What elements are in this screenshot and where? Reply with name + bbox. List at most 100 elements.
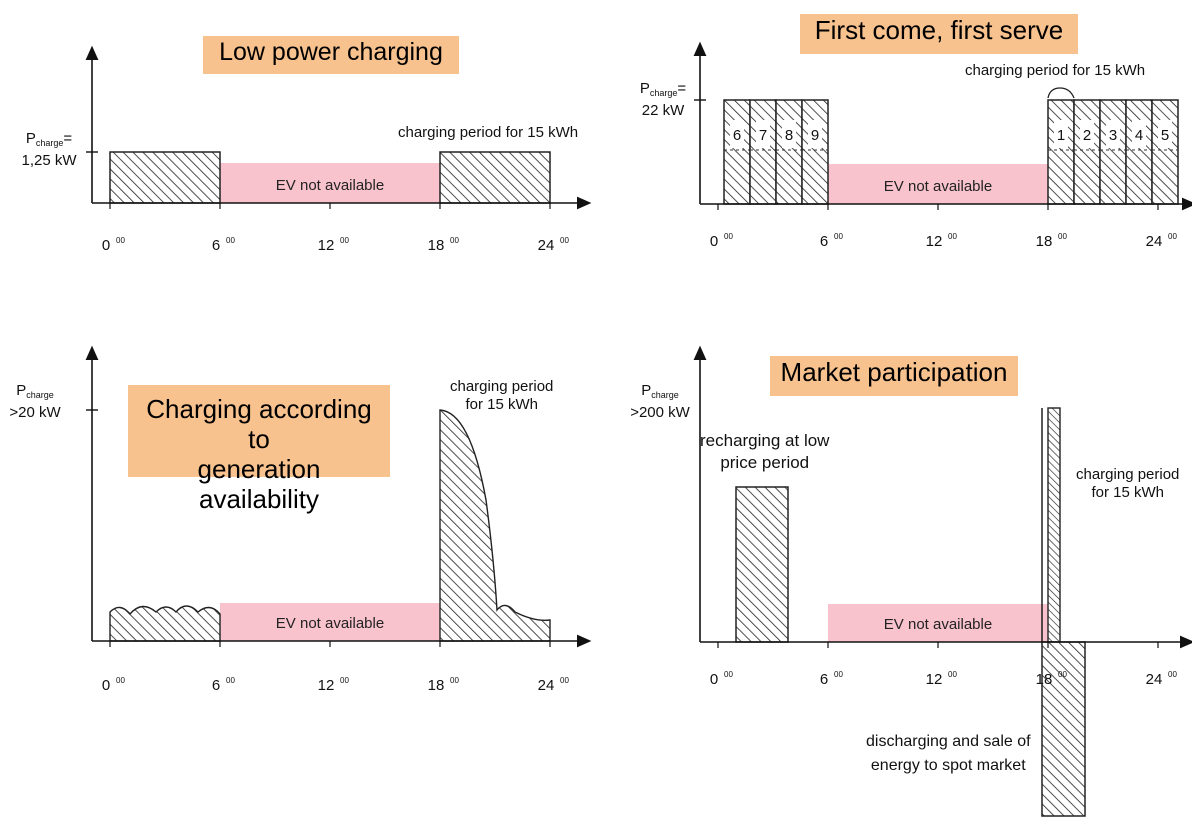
panel-generation-annotation: charging period for 15 kWh (450, 378, 554, 413)
time-tick-sup: 00 (226, 236, 235, 245)
panel-market-title: Market participation (770, 356, 1018, 396)
time-tick-label: 0 (102, 237, 110, 254)
charge-block-evening (439, 151, 551, 204)
unavailable-band (220, 603, 440, 641)
charge-slot (1099, 99, 1127, 205)
panel-low-power-annotation: charging period for 15 kWh (398, 124, 579, 141)
charge-slot-label-bg (730, 120, 744, 148)
charge-slot (775, 99, 803, 205)
time-tick-sup: 00 (834, 670, 843, 679)
panel-market-ylabel: Pcharge >200 kW (630, 382, 690, 421)
time-tick-label: 18 (1036, 671, 1053, 688)
charge-slot-label-bg (1158, 120, 1172, 148)
panel-low-power-ylabel: Pcharge= 1,25 kW (21, 130, 77, 169)
time-tick-sup: 00 (450, 676, 459, 685)
time-tick-label: 6 (212, 677, 220, 694)
time-tick-sup: 00 (724, 670, 733, 679)
time-tick-sup: 00 (834, 232, 843, 241)
charge-slot (1125, 99, 1153, 205)
ev-not-available-label: EV not available (276, 615, 384, 632)
time-tick-label: 12 (318, 677, 335, 694)
time-tick-label: 0 (102, 677, 110, 694)
charge-slot-label-bg (1054, 120, 1068, 148)
time-tick-sup: 00 (340, 236, 349, 245)
x-ticks (717, 642, 1159, 648)
panel-fcfs-title: First come, first serve (800, 14, 1078, 54)
time-tick-label: 24 (1146, 671, 1163, 688)
time-tick-label: 24 (538, 677, 555, 694)
charge-profile-evening (439, 409, 551, 642)
charge-slot-number: 7 (759, 127, 767, 144)
charge-slot (723, 99, 751, 205)
panel-market-recharge-label: recharging at low price period (700, 431, 830, 472)
charge-slot-number: 9 (811, 127, 819, 144)
charge-slot-label-bg (1106, 120, 1120, 148)
time-tick-label: 6 (212, 237, 220, 254)
time-tick-sup: 00 (340, 676, 349, 685)
time-tick-sup: 00 (948, 670, 957, 679)
panel-fcfs-ylabel: Pcharge= 22 kW (639, 80, 687, 119)
x-ticks (109, 641, 551, 647)
time-tick-label: 18 (1036, 233, 1053, 250)
time-tick-label: 18 (428, 237, 445, 254)
time-tick-sup: 00 (116, 236, 125, 245)
ev-not-available-label: EV not available (276, 177, 384, 194)
charge-slot (1151, 99, 1179, 205)
time-tick-sup: 00 (1168, 232, 1177, 241)
charge-slot-label-bg (1132, 120, 1146, 148)
time-tick-label: 0 (710, 233, 718, 250)
time-tick-sup: 00 (450, 236, 459, 245)
charge-slot-number: 6 (733, 127, 741, 144)
ev-not-available-label: EV not available (884, 178, 992, 195)
time-tick-sup: 00 (1058, 670, 1067, 679)
charge-slot-number: 5 (1161, 127, 1169, 144)
recharge-block (735, 486, 789, 643)
panel-generation-ylabel: Pcharge >20 kW (9, 382, 61, 421)
time-tick-label: 12 (318, 237, 335, 254)
charge-profile-morning (109, 605, 221, 642)
panel-market-discharge-label: discharging and sale of energy to spot m… (866, 733, 1031, 774)
time-tick-label: 12 (926, 671, 943, 688)
unavailable-band (220, 163, 440, 203)
annotation-brace (1047, 87, 1075, 99)
time-tick-sup: 00 (948, 232, 957, 241)
panel-market-annotation: charging period for 15 kWh (1076, 466, 1180, 501)
time-tick-sup: 00 (1058, 232, 1067, 241)
unavailable-band (828, 164, 1048, 204)
time-tick-sup: 00 (724, 232, 733, 241)
time-tick-sup: 00 (560, 676, 569, 685)
x-ticks (109, 203, 551, 209)
charge-slot (749, 99, 777, 205)
time-tick-label: 24 (1146, 233, 1163, 250)
time-tick-label: 18 (428, 677, 445, 694)
charge-slot-number: 8 (785, 127, 793, 144)
charge-slot-label-bg (1080, 120, 1094, 148)
fcfs-slots-evening: 1 2 3 4 5 (1047, 99, 1179, 205)
charge-slot-label-bg (808, 120, 822, 148)
time-tick-label: 0 (710, 671, 718, 688)
charge-slot (801, 99, 829, 205)
charge-slot (1073, 99, 1101, 205)
time-tick-sup: 00 (1168, 670, 1177, 679)
panel-low-power-title: Low power charging (203, 36, 459, 74)
charge-slot-label-bg (756, 120, 770, 148)
charge-slot (1047, 99, 1075, 205)
charge-slot-number: 3 (1109, 127, 1117, 144)
charge-slot-number: 1 (1057, 127, 1065, 144)
time-tick-sup: 00 (226, 676, 235, 685)
fcfs-slots-morning: 6 7 8 9 (723, 99, 829, 205)
panel-fcfs-annotation: charging period for 15 kWh (965, 62, 1146, 79)
x-ticks (717, 204, 1159, 210)
charge-slot-number: 2 (1083, 127, 1091, 144)
time-tick-label: 24 (538, 237, 555, 254)
charge-slot-label-bg (782, 120, 796, 148)
time-tick-label: 6 (820, 233, 828, 250)
panel-generation-title: Charging according to generation availab… (128, 385, 390, 514)
charge-block-morning (109, 151, 221, 204)
discharge-block (1041, 641, 1086, 817)
charge-spike (1047, 407, 1061, 643)
time-tick-sup: 00 (116, 676, 125, 685)
unavailable-band (828, 604, 1048, 642)
time-tick-label: 6 (820, 671, 828, 688)
time-tick-sup: 00 (560, 236, 569, 245)
